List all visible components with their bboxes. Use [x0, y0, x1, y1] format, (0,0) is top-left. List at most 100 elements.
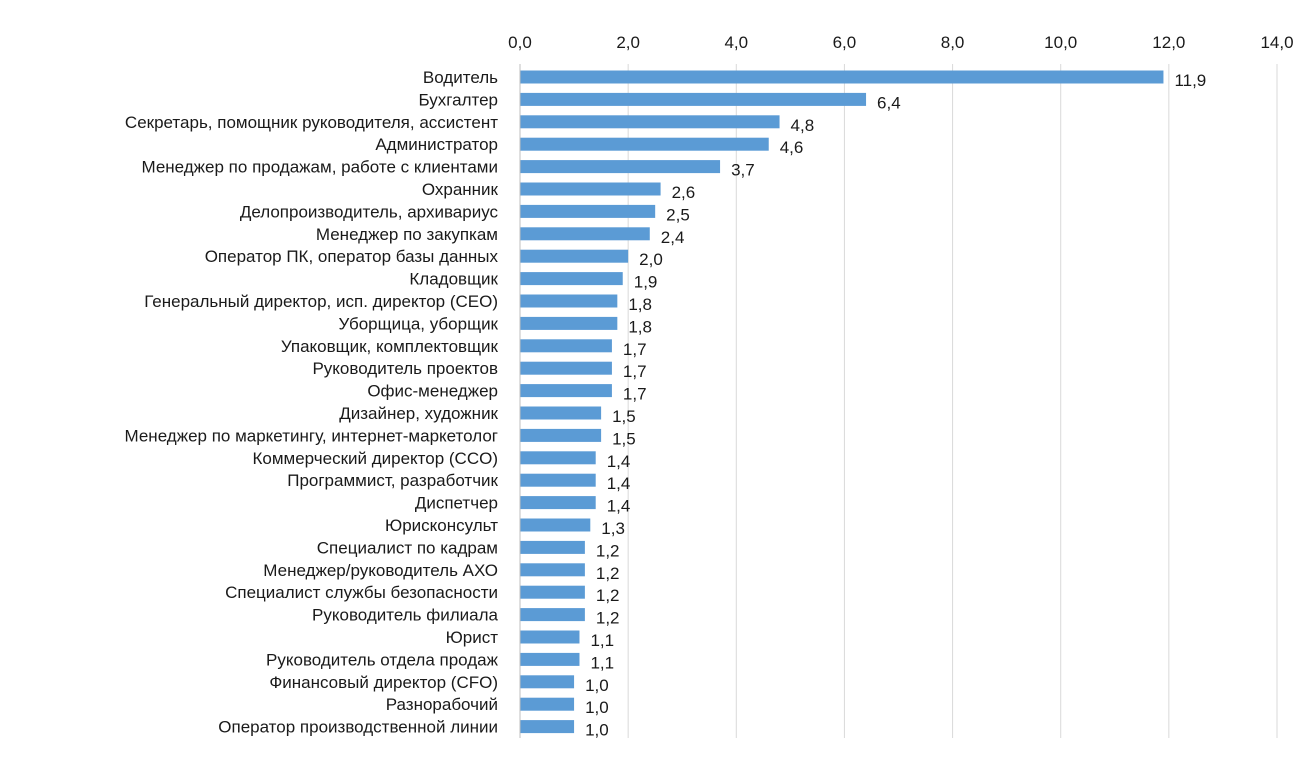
data-label: 1,8 [628, 317, 652, 336]
category-label: Менеджер/руководитель АХО [263, 561, 498, 580]
x-tick-label: 12,0 [1152, 33, 1185, 52]
category-label: Специалист по кадрам [317, 538, 498, 557]
category-label: Руководитель отдела продаж [266, 650, 499, 669]
category-label: Дизайнер, художник [339, 404, 498, 423]
data-label: 1,0 [585, 676, 609, 695]
bar [520, 540, 585, 554]
category-labels: Водитель Бухгалтер Секретарь, помощник рук… [125, 68, 499, 737]
category-label: Руководитель филиала [312, 606, 499, 625]
data-label: 1,0 [585, 698, 609, 717]
bar [520, 137, 769, 151]
bar [520, 652, 580, 666]
bar [520, 204, 656, 218]
bar [520, 384, 612, 398]
bar [520, 249, 629, 263]
data-labels: 11,9 6,4 4,8 4,6 3,7 2,6 2,5 2,4 2,0 1,9 1,8 1,8 1,7… [585, 71, 1206, 740]
data-label: 1,2 [596, 609, 620, 628]
x-tick-label: 10,0 [1044, 33, 1077, 52]
bar [520, 160, 721, 174]
x-tick-label: 0,0 [508, 33, 532, 52]
data-label: 1,5 [612, 407, 636, 426]
bar [520, 361, 612, 375]
bar [520, 473, 596, 487]
data-label: 1,1 [590, 653, 614, 672]
x-tick-label: 8,0 [941, 33, 965, 52]
category-label: Юрисконсульт [385, 516, 498, 535]
bar [520, 339, 612, 353]
bar [520, 428, 602, 442]
data-label: 1,0 [585, 721, 609, 740]
category-label: Программист, разработчик [287, 471, 498, 490]
data-label: 1,4 [607, 452, 631, 471]
category-label: Уборщица, уборщик [339, 314, 499, 333]
category-label: Делопроизводитель, архивариус [240, 202, 499, 221]
data-label: 1,3 [601, 519, 625, 538]
category-label: Руководитель проектов [312, 359, 498, 378]
category-label: Менеджер по маркетингу, интернет-маркето… [125, 426, 499, 445]
category-label: Секретарь, помощник руководителя, ассист… [125, 113, 498, 132]
bar [520, 563, 585, 577]
bar [520, 115, 780, 129]
bar [520, 630, 580, 644]
x-tick-label: 2,0 [616, 33, 640, 52]
data-label: 1,4 [607, 474, 631, 493]
bar [520, 70, 1164, 84]
category-label: Генеральный директор, исп. директор (CEO… [144, 292, 498, 311]
data-label: 1,2 [596, 541, 620, 560]
category-label: Водитель [423, 68, 498, 87]
category-label: Коммерческий директор (CCO) [252, 449, 498, 468]
data-label: 1,7 [623, 385, 647, 404]
category-label: Финансовый директор (CFO) [269, 673, 498, 692]
x-tick-label: 6,0 [833, 33, 857, 52]
data-label: 1,7 [623, 362, 647, 381]
category-label: Юрист [446, 628, 499, 647]
bar [520, 272, 623, 286]
data-label: 2,6 [672, 183, 696, 202]
data-label: 1,5 [612, 429, 636, 448]
data-label: 11,9 [1174, 71, 1206, 90]
gridlines [519, 64, 1278, 738]
bar [520, 720, 575, 734]
data-label: 4,6 [780, 138, 804, 157]
data-label: 3,7 [731, 161, 755, 180]
bar [520, 496, 596, 510]
bar [520, 92, 867, 106]
category-label: Кладовщик [409, 270, 498, 289]
bar [520, 182, 661, 196]
data-label: 1,1 [590, 631, 614, 650]
bar [520, 675, 575, 689]
data-label: 4,8 [791, 116, 815, 135]
bar [520, 227, 650, 241]
data-label: 1,2 [596, 586, 620, 605]
bar [520, 585, 585, 599]
x-tick-label: 4,0 [724, 33, 748, 52]
data-label: 2,5 [666, 205, 690, 224]
category-label: Упаковщик, комплектовщик [281, 337, 499, 356]
bar [520, 406, 602, 420]
category-label: Специалист службы безопасности [225, 583, 498, 602]
category-label: Оператор ПК, оператор базы данных [205, 247, 499, 266]
category-label: Разнорабочий [386, 695, 498, 714]
bar [520, 316, 618, 330]
bar [520, 608, 585, 622]
bar [520, 451, 596, 465]
data-label: 2,4 [661, 228, 685, 247]
category-label: Оператор производственной линии [218, 718, 498, 737]
category-label: Менеджер по продажам, работе с клиентами [141, 158, 498, 177]
category-label: Менеджер по закупкам [316, 225, 498, 244]
category-label: Офис-менеджер [367, 382, 498, 401]
data-label: 1,7 [623, 340, 647, 359]
data-label: 1,4 [607, 497, 631, 516]
category-label: Диспетчер [415, 494, 498, 513]
data-label: 2,0 [639, 250, 663, 269]
x-tick-label: 14,0 [1260, 33, 1293, 52]
data-label: 6,4 [877, 93, 901, 112]
data-label: 1,2 [596, 564, 620, 583]
bar [520, 697, 575, 711]
category-label: Администратор [375, 135, 498, 154]
bar [520, 518, 591, 532]
category-label: Охранник [422, 180, 499, 199]
data-label: 1,9 [634, 273, 658, 292]
data-label: 1,8 [628, 295, 652, 314]
